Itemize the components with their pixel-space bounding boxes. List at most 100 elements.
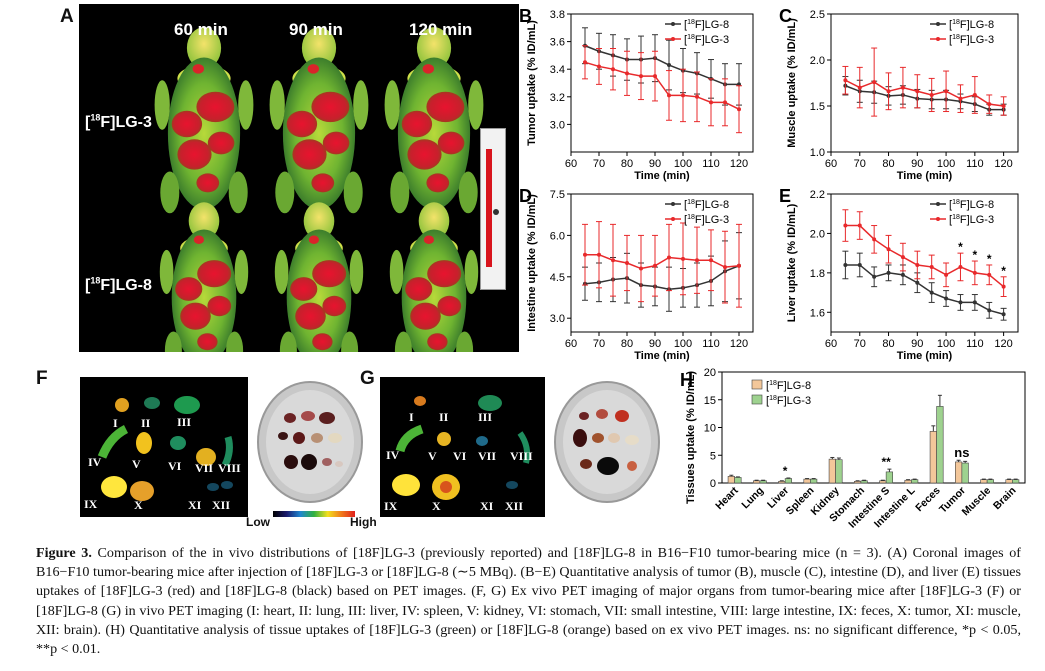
series-line [585, 253, 740, 270]
y-tick-label: 3.0 [550, 313, 565, 325]
organ-label-viii: VIII [510, 449, 533, 463]
legend-post: F]LG-8 [777, 380, 811, 392]
scale-high-label: High [350, 515, 377, 529]
x-tick-label: 60 [825, 158, 837, 170]
series-lg3 [842, 209, 1007, 298]
row-label-lg3: [18F]LG-3 [85, 112, 152, 131]
data-point [857, 85, 862, 90]
panel-f-label: F [36, 368, 48, 389]
data-point [843, 262, 848, 267]
bar-bar_lg3 [1012, 479, 1020, 484]
color-scale-bar [480, 128, 506, 290]
data-point [872, 237, 877, 242]
time-label-90: 90 min [289, 20, 343, 39]
category-label: Heart [713, 484, 741, 512]
organ-label-ix: IX [384, 499, 398, 513]
series-lg8 [582, 232, 742, 312]
data-point [611, 67, 615, 72]
petri-dish-g [554, 381, 660, 503]
y-tick-label: 7.5 [550, 189, 565, 201]
x-tick-label: 90 [649, 338, 661, 350]
x-tick-label: 100 [674, 158, 692, 170]
plot-frame [830, 193, 1019, 333]
data-point [667, 93, 671, 98]
data-point [944, 89, 949, 94]
organ-label-iii: III [177, 415, 192, 429]
data-point [972, 92, 977, 97]
x-tick-label: 110 [966, 338, 984, 350]
organ-label-v: V [428, 449, 437, 463]
y-axis-label: Tumor uptake (% ID/mL) [526, 20, 538, 146]
row-label-lg8: [18F]LG-8 [85, 275, 152, 294]
x-tick-label: 80 [621, 158, 633, 170]
x-tick-label: 100 [937, 338, 955, 350]
data-point [653, 74, 657, 79]
legend-post: F]LG-3 [960, 34, 994, 46]
legend-sup: 18 [687, 34, 695, 41]
y-tick-label: 3.8 [550, 9, 565, 21]
data-point [723, 265, 727, 270]
time-label-60: 60 min [174, 20, 228, 39]
legend-label-lg8: [18F]LG-8 [684, 19, 729, 31]
organ-label-ix: IX [84, 497, 98, 511]
data-point [723, 100, 727, 105]
organ-label-iv: IV [88, 455, 102, 469]
legend-label-lg3: [18F]LG-3 [684, 34, 729, 46]
x-tick-label: 120 [994, 338, 1012, 350]
series-lg8 [842, 250, 1007, 321]
y-tick-label: 20 [704, 367, 716, 379]
bar-bar_lg3 [885, 471, 893, 484]
y-tick-label: 2.0 [810, 228, 825, 240]
data-point [987, 102, 992, 107]
x-tick-label: 60 [825, 338, 837, 350]
panel-a-label: A [60, 6, 74, 27]
panel-f-exvivo-pet: I II III IV V VI VII VIII IX X XI XII [80, 377, 248, 517]
y-axis-label: Tissues uptake (% ID/mL) [685, 371, 697, 504]
y-tick-label: 3.0 [550, 119, 565, 131]
x-tick-label: 80 [882, 338, 894, 350]
organ-label-vi: VI [168, 459, 182, 473]
legend-sup: 18 [687, 199, 695, 206]
x-axis-label: Time (min) [897, 350, 953, 362]
data-point [639, 266, 643, 271]
y-tick-label: 3.2 [550, 92, 565, 104]
series-line [584, 61, 740, 110]
data-point [987, 272, 992, 277]
bar-bar_lg3 [759, 480, 767, 484]
data-point [681, 256, 685, 261]
petri-dish-f [257, 381, 363, 503]
legend-marker-lg8 [936, 202, 940, 206]
legend-label-lg3: [18F]LG-3 [949, 34, 994, 46]
x-tick-label: 90 [911, 158, 923, 170]
x-tick-label: 80 [882, 158, 894, 170]
color-scale-slider [493, 209, 499, 215]
data-point [944, 272, 949, 277]
bar-bar_lg8 [955, 461, 963, 484]
organ-label-v: V [132, 457, 141, 471]
data-point [639, 74, 643, 79]
legend-marker-lg3 [671, 217, 675, 221]
data-point [915, 89, 920, 94]
panel-g-exvivo-pet: I II III IV V VI VII VIII IX X XI XII [380, 377, 545, 517]
organ-label-x: X [134, 498, 143, 512]
data-point [929, 92, 934, 97]
exvivo-organ-scan-g [392, 395, 531, 500]
bar-bar_lg8 [1005, 479, 1013, 484]
x-tick-label: 70 [854, 158, 866, 170]
plot-frame [570, 13, 754, 153]
x-tick-label: 60 [565, 338, 577, 350]
data-point [625, 261, 629, 265]
data-point [958, 264, 963, 269]
data-point [886, 247, 891, 252]
bar-bar_lg3 [961, 462, 969, 484]
bar-bar_lg3 [911, 479, 919, 484]
data-point [900, 272, 905, 277]
legend-sup: 18 [952, 34, 960, 41]
y-tick-label: 3.4 [550, 64, 565, 76]
series-line [584, 265, 740, 290]
series-lg3 [582, 45, 742, 134]
x-tick-label: 110 [966, 158, 984, 170]
data-point [843, 223, 848, 228]
chart-h-tissue-uptake: H 0 5 10 15 20 Tissues uptake (% ID/mL) HeartLu… [680, 367, 1026, 531]
y-tick-label: 6.0 [550, 230, 565, 242]
